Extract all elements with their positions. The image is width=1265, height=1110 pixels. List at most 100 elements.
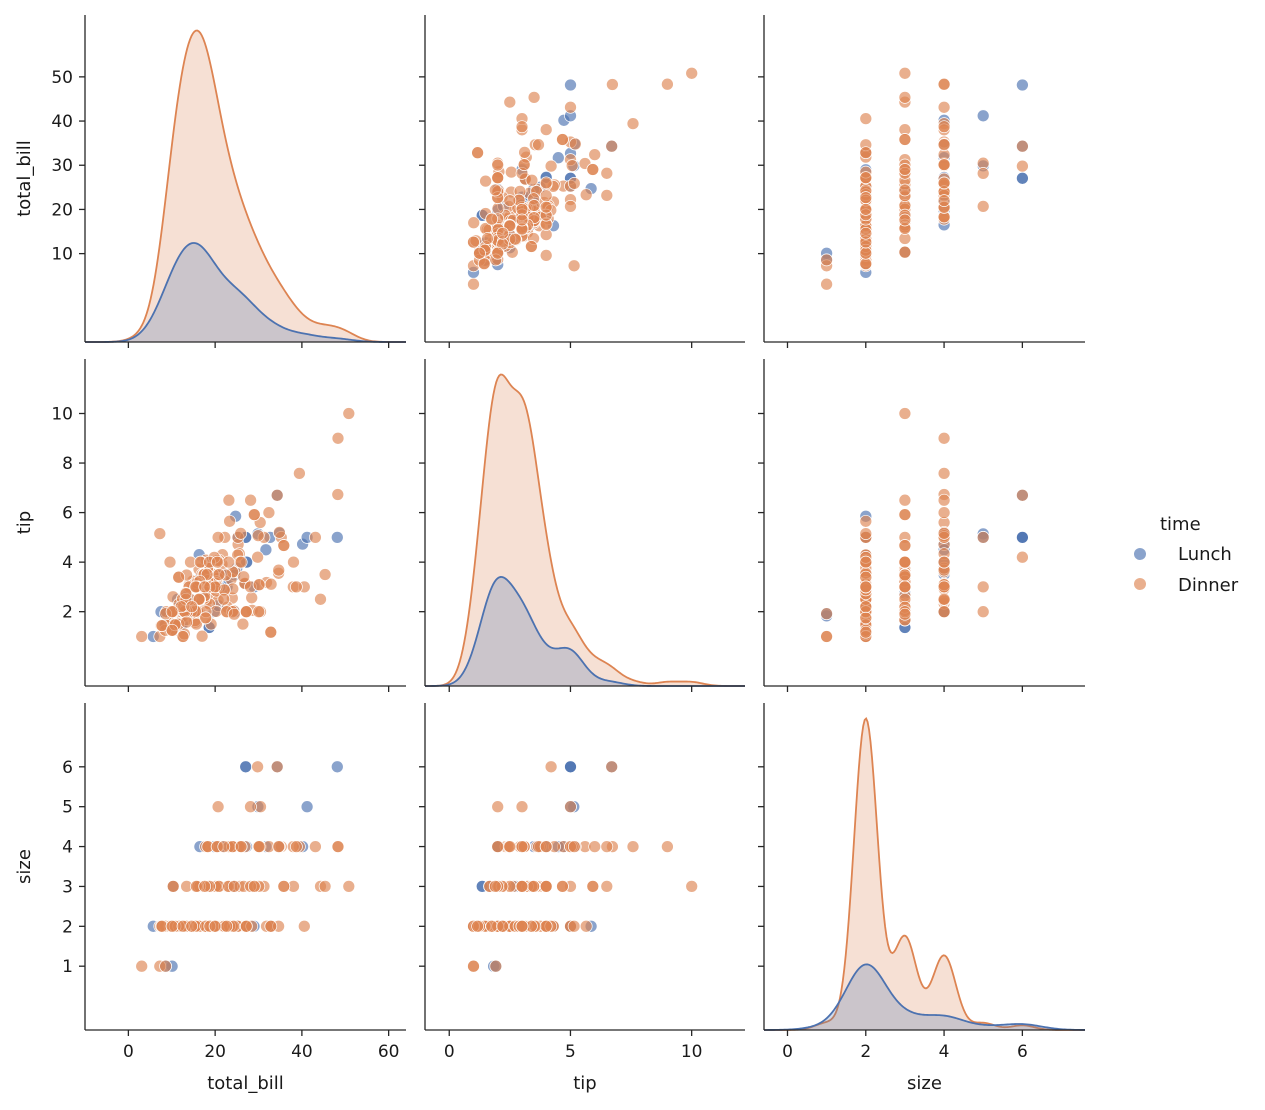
scatter-point-dinner — [244, 800, 257, 814]
scatter-point-dinner — [515, 880, 529, 893]
scatter-point-dinner — [527, 91, 541, 104]
scatter-point-dinner — [937, 120, 951, 134]
scatter-point-dinner — [217, 840, 231, 853]
x-axis-label-total_bill: total_bill — [207, 1073, 284, 1094]
scatter-point-dinner — [859, 600, 873, 614]
scatter-point-dinner — [491, 246, 505, 260]
scatter-point-dinner — [491, 158, 505, 172]
scatter-point-dinner — [859, 146, 873, 160]
y-tick-label: 50 — [51, 68, 73, 88]
x-tick-label: 0 — [782, 1042, 793, 1062]
scatter-point-dinner — [252, 578, 266, 592]
scatter-point-dinner — [331, 431, 345, 445]
scatter-point-dinner — [179, 587, 193, 601]
legend: time Lunch Dinner — [1134, 514, 1239, 596]
scatter-point-dinner — [976, 605, 990, 619]
scatter-point-dinner — [937, 138, 951, 152]
kde-line-lunch-size — [764, 963, 1086, 1031]
scatter-point-dinner — [605, 139, 619, 153]
scatter-point-dinner — [527, 199, 541, 212]
scatter-point-dinner — [264, 577, 278, 591]
scatter-point-dinner — [588, 148, 602, 161]
scatter-point-dinner — [163, 555, 177, 569]
scatter-point-dinner — [525, 240, 538, 253]
scatter-point-lunch — [564, 78, 577, 92]
scatter-point-dinner — [223, 514, 236, 528]
kde-fill-dinner-size — [764, 718, 1085, 1030]
scatter-point-dinner — [244, 493, 257, 507]
panel-size-vs-size: 0 2 4 6 — [758, 703, 1086, 1062]
scatter-point-dinner — [236, 617, 250, 631]
scatter-point-dinner — [467, 216, 481, 230]
scatter-point-dinner — [898, 245, 912, 259]
x-axis-label-size: size — [907, 1073, 942, 1094]
scatter-point-dinner — [237, 570, 251, 584]
scatter-point-dinner — [471, 146, 484, 160]
y-tick-label: 10 — [51, 405, 73, 425]
scatter-point-dinner — [539, 880, 553, 893]
scatter-point-lunch — [259, 543, 273, 557]
scatter-point-lunch — [239, 760, 253, 774]
scatter-point-dinner — [222, 493, 236, 507]
scatter-point-dinner — [898, 508, 912, 521]
scatter-point-dinner — [515, 120, 529, 134]
scatter-point-dinner — [605, 760, 619, 774]
scatter-point-dinner — [491, 800, 505, 814]
scatter-point-dinner — [331, 488, 345, 501]
y-tick-label: 40 — [51, 112, 73, 132]
legend-marker-dinner — [1134, 578, 1146, 590]
scatter-point-dinner — [485, 212, 499, 226]
scatter-point-dinner — [491, 171, 505, 185]
scatter-point-dinner — [600, 166, 614, 180]
scatter-point-dinner — [222, 555, 235, 569]
scatter-point-dinner — [626, 117, 640, 130]
y-tick-label: 2 — [62, 917, 73, 937]
scatter-point-dinner — [859, 191, 873, 204]
scatter-point-lunch — [551, 151, 565, 165]
scatter-point-dinner — [508, 232, 522, 246]
scatter-point-dinner — [220, 919, 234, 933]
scatter-point-dinner — [567, 919, 581, 933]
scatter-point-dinner — [586, 163, 600, 176]
scatter-point-dinner — [331, 840, 345, 853]
scatter-point-dinner — [287, 555, 300, 569]
y-axis-label-tip: tip — [14, 511, 35, 534]
y-tick-label: 1 — [62, 957, 73, 977]
scatter-point-dinner — [234, 527, 248, 540]
scatter-point-dinner — [185, 600, 199, 614]
panel-size-vs-tip: 0 5 10 — [419, 703, 745, 1062]
kde-line-dinner-size — [764, 717, 1085, 1031]
scatter-point-dinner — [471, 919, 484, 933]
scatter-point-dinner — [488, 880, 502, 893]
scatter-point-dinner — [898, 183, 912, 197]
scatter-point-dinner — [859, 527, 873, 540]
scatter-point-dinner — [277, 880, 291, 893]
scatter-point-dinner — [898, 66, 912, 80]
scatter-point-dinner — [290, 840, 303, 853]
x-tick-label: 4 — [939, 1042, 950, 1062]
scatter-point-dinner — [264, 625, 278, 639]
scatter-point-dinner — [211, 800, 225, 814]
scatter-point-dinner — [239, 919, 253, 933]
scatter-point-dinner — [251, 760, 264, 774]
scatter-point-dinner — [251, 550, 264, 564]
scatter-point-lunch — [564, 760, 577, 774]
scatter-point-dinner — [859, 203, 873, 216]
scatter-point-dinner — [234, 840, 248, 853]
panel-total_bill-vs-total_bill: 10 20 30 40 50 — [51, 15, 406, 348]
scatter-point-dinner — [937, 158, 951, 171]
scatter-point-dinner — [515, 213, 529, 227]
scatter-point-dinner — [898, 539, 912, 552]
scatter-point-dinner — [290, 580, 303, 594]
scatter-point-dinner — [272, 563, 286, 577]
kde-fill-lunch-size — [764, 964, 1085, 1030]
scatter-point-dinner — [898, 580, 912, 594]
scatter-point-lunch — [1016, 171, 1029, 185]
scatter-point-dinner — [176, 630, 190, 643]
scatter-point-dinner — [1016, 159, 1029, 173]
scatter-point-dinner — [937, 493, 951, 507]
scatter-point-lunch — [330, 531, 344, 544]
scatter-point-dinner — [185, 919, 199, 933]
x-tick-label: 5 — [565, 1042, 576, 1062]
